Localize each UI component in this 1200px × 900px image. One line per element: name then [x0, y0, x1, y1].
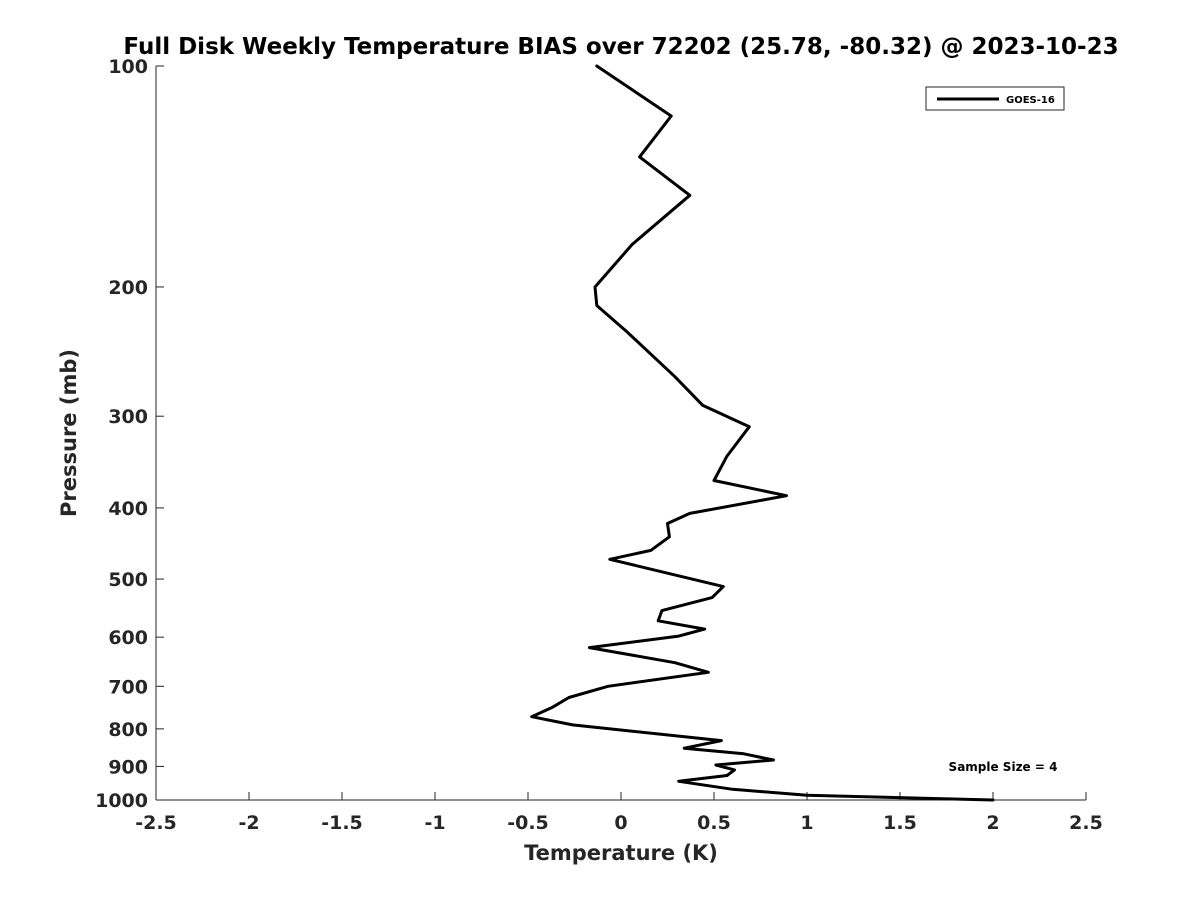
y-tick-label: 700	[108, 676, 148, 698]
x-tick-label: -1	[424, 812, 445, 834]
x-tick-label: 0	[614, 812, 627, 834]
x-tick-label: -2	[238, 812, 259, 834]
x-tick-label: -2.5	[135, 812, 177, 834]
x-tick-label: 0.5	[697, 812, 731, 834]
x-tick-label: 2.5	[1069, 812, 1103, 834]
x-tick-label: -1.5	[321, 812, 363, 834]
legend: GOES-16	[925, 86, 1065, 111]
x-tick-label: -0.5	[507, 812, 549, 834]
plot-area	[155, 66, 1086, 801]
series-group	[530, 64, 995, 802]
y-tick-label: 200	[108, 277, 148, 299]
y-tick-label: 900	[108, 756, 148, 778]
series-line-goes-16	[530, 64, 995, 802]
y-ticks: 100 200 300 400 500 600 700 800 900 1000	[95, 56, 164, 812]
y-axis-label: Pressure (mb)	[57, 349, 81, 517]
legend-label: GOES-16	[1006, 95, 1055, 106]
x-axis-label: Temperature (K)	[524, 841, 718, 865]
x-tick-label: 1.5	[883, 812, 917, 834]
x-tick-label: 2	[986, 812, 999, 834]
chart-title: Full Disk Weekly Temperature BIAS over 7…	[123, 34, 1118, 60]
y-tick-label: 100	[108, 56, 148, 78]
y-tick-label: 800	[108, 719, 148, 741]
x-ticks: -2.5 -2 -1.5 -1 -0.5 0 0.5 1 1.5 2 2.5	[135, 792, 1103, 834]
y-tick-label: 300	[108, 406, 148, 428]
y-tick-label: 1000	[95, 790, 148, 812]
y-tick-label: 400	[108, 498, 148, 520]
sample-size-note: Sample Size = 4	[949, 760, 1058, 774]
y-tick-label: 600	[108, 627, 148, 649]
y-tick-label: 500	[108, 569, 148, 591]
x-tick-label: 1	[800, 812, 813, 834]
